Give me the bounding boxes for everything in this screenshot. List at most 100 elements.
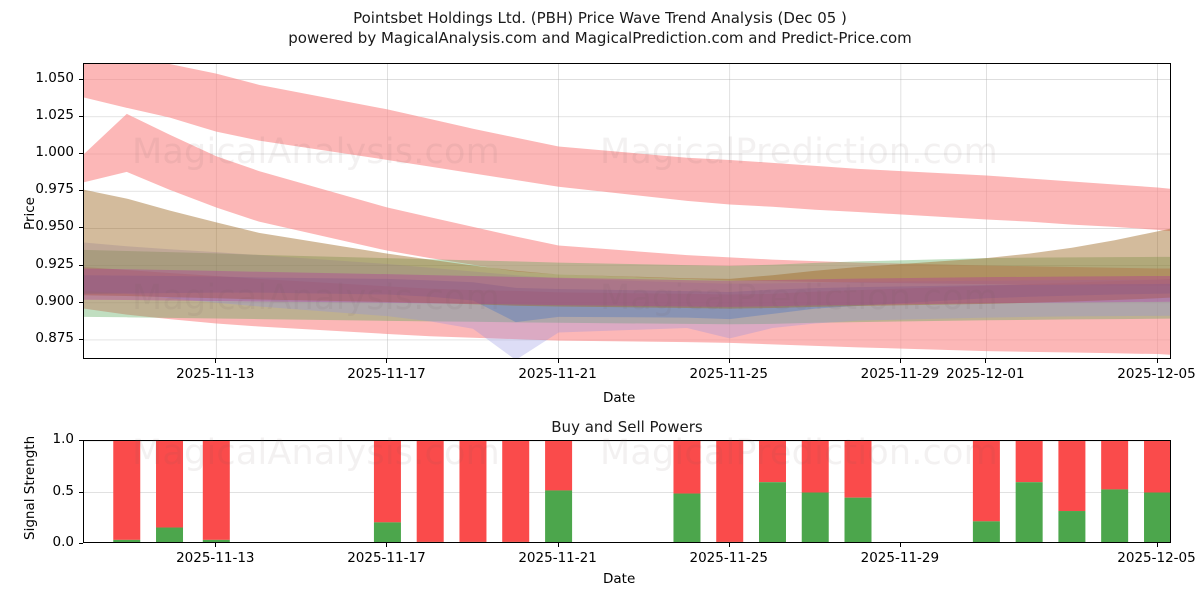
signal-x-tick: 2025-11-21 [518, 550, 597, 566]
buy-power-bar [801, 492, 829, 542]
sell-power-bar [758, 441, 786, 483]
signal-y-tick: 0.0 [52, 534, 74, 550]
tick-mark [386, 359, 388, 363]
sell-power-bar [502, 441, 530, 542]
price-band-upper-resistance-band [84, 64, 1170, 232]
tick-mark [79, 440, 83, 441]
buy-power-bar [373, 522, 401, 542]
signal-chart-axes [83, 440, 1171, 543]
buy-power-bar [416, 541, 444, 542]
signal-x-tick: 2025-11-17 [347, 550, 426, 566]
buy-power-bar [716, 541, 744, 542]
price-band-primary-trend-band-green [84, 249, 1170, 325]
price-x-axis-label: Date [603, 390, 636, 406]
sell-power-bar [844, 441, 872, 498]
buy-power-bar [113, 539, 141, 542]
price-x-tick: 2025-11-25 [689, 366, 768, 382]
sell-power-bar [673, 441, 701, 494]
tick-mark [79, 264, 83, 266]
tick-mark [79, 301, 83, 303]
sell-power-bar [113, 441, 141, 540]
price-band-support-band [84, 267, 1170, 355]
sell-power-bar [972, 441, 1000, 522]
price-x-tick: 2025-11-13 [176, 366, 255, 382]
tick-mark [215, 543, 217, 547]
sell-power-bar [801, 441, 829, 493]
buy-power-bar [1144, 492, 1170, 542]
price-x-tick: 2025-11-17 [347, 366, 426, 382]
price-x-tick: 2025-11-29 [860, 366, 940, 382]
price-x-tick: 2025-12-01 [946, 366, 1025, 382]
buy-power-bar [758, 482, 786, 542]
tick-mark [79, 115, 83, 117]
sell-power-bar [1144, 441, 1170, 493]
tick-mark [79, 338, 83, 340]
signal-y-tick: 1.0 [52, 431, 74, 447]
signal-x-tick: 2025-11-29 [860, 550, 940, 566]
sell-power-bar [202, 441, 230, 540]
price-y-axis-label: Price [22, 197, 38, 230]
signal-x-tick: 2025-11-13 [176, 550, 255, 566]
price-y-tick: 0.925 [35, 255, 74, 272]
buy-power-bar [972, 521, 1000, 542]
signal-y-axis-label: Signal Strength [22, 435, 38, 540]
price-wave-bands [84, 64, 1170, 358]
signal-x-tick: 2025-11-25 [689, 550, 768, 566]
tick-mark [386, 543, 388, 547]
sell-power-bar [373, 441, 401, 523]
price-band-forecast-band-brown [84, 189, 1170, 309]
price-y-tick: 1.025 [35, 106, 74, 123]
price-y-tick: 1.000 [35, 143, 74, 160]
sell-power-bar [1058, 441, 1086, 512]
tick-mark [728, 543, 730, 547]
price-x-tick: 2025-11-21 [518, 366, 597, 382]
tick-mark [79, 491, 83, 493]
tick-mark [79, 78, 83, 80]
price-y-tick: 0.875 [35, 329, 74, 346]
tick-mark [215, 359, 217, 363]
sell-power-bar [716, 441, 744, 542]
sell-power-bar [545, 441, 573, 491]
buy-sell-power-bars [84, 441, 1170, 542]
price-y-tick: 1.050 [35, 69, 74, 86]
tick-mark [557, 543, 559, 547]
buy-power-bar [156, 527, 184, 542]
price-x-tick: 2025-12-05 [1117, 366, 1196, 382]
buy-power-bar [502, 541, 530, 542]
signal-y-tick: 0.5 [52, 482, 74, 499]
tick-mark [728, 359, 730, 363]
buy-power-bar [1101, 489, 1129, 542]
sell-power-bar [459, 441, 487, 542]
page-subtitle: powered by MagicalAnalysis.com and Magic… [288, 29, 912, 48]
price-y-tick: 0.900 [35, 292, 74, 309]
tick-mark [899, 543, 901, 547]
tick-mark [1156, 543, 1158, 547]
buy-power-bar [844, 497, 872, 542]
price-y-tick: 0.975 [35, 181, 74, 198]
buy-power-bar [1058, 511, 1086, 542]
tick-mark [1156, 359, 1158, 363]
buy-power-bar [673, 493, 701, 542]
tick-mark [899, 359, 901, 363]
signal-chart-title: Buy and Sell Powers [551, 418, 703, 436]
tick-mark [79, 227, 83, 229]
buy-power-bar [545, 490, 573, 542]
tick-mark [557, 359, 559, 363]
sell-power-bar [1101, 441, 1129, 490]
signal-x-tick: 2025-12-05 [1117, 550, 1196, 566]
price-y-tick: 0.950 [35, 218, 74, 235]
tick-mark [79, 543, 83, 544]
tick-mark [985, 359, 987, 363]
buy-power-bar [459, 541, 487, 542]
sell-power-bar [156, 441, 184, 528]
tick-mark [79, 190, 83, 192]
figure-title-block: Pointsbet Holdings Ltd. (PBH) Price Wave… [0, 8, 1200, 49]
signal-x-axis-label: Date [603, 571, 636, 587]
price-band-magenta-overlay-band [84, 268, 1170, 307]
price-band-resistance-band [84, 113, 1170, 287]
buy-power-bar [202, 539, 230, 542]
page-title: Pointsbet Holdings Ltd. (PBH) Price Wave… [353, 9, 847, 27]
price-chart-axes [83, 63, 1171, 359]
buy-power-bar [1015, 482, 1043, 542]
